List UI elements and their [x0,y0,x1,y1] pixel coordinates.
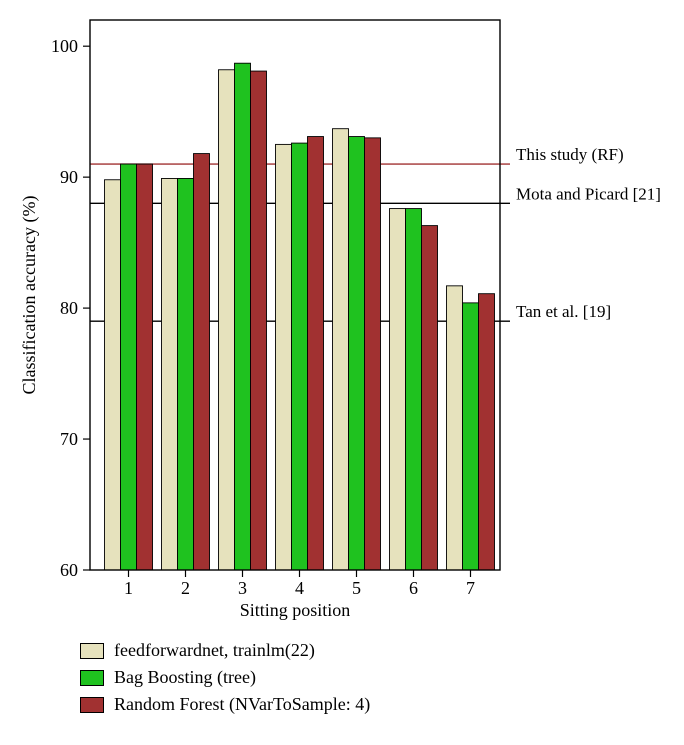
bar [292,143,308,570]
x-tick-label: 1 [124,578,133,598]
legend-swatch [80,643,104,659]
x-tick-label: 3 [238,578,247,598]
reference-line-label: Mota and Picard [21] [516,184,661,203]
x-tick-label: 4 [295,578,304,598]
bar [276,144,292,570]
x-tick-label: 7 [466,578,475,598]
x-tick-label: 6 [409,578,418,598]
reference-line-label: This study (RF) [516,145,624,164]
legend-swatch [80,670,104,686]
y-tick-label: 80 [60,298,78,318]
x-axis-label: Sitting position [240,600,351,620]
legend-item: Bag Boosting (tree) [80,667,370,688]
legend-swatch [80,697,104,713]
bar [194,154,210,570]
bar [251,71,267,570]
reference-line-label: Tan et al. [19] [516,302,611,321]
y-tick-label: 100 [51,36,78,56]
bar [447,286,463,570]
bar [105,180,121,570]
legend-item: Random Forest (NVarToSample: 4) [80,694,370,715]
bar [333,129,349,570]
bar [121,164,137,570]
bar [219,70,235,570]
legend-item: feedforwardnet, trainlm(22) [80,640,370,661]
bar [479,294,495,570]
bar [137,164,153,570]
bar [178,178,194,570]
bar [463,303,479,570]
bar-chart: 60 70 80 90 100 This study (RF) Mota and Picar… [0,0,684,620]
bar [308,137,324,570]
legend-label: Bag Boosting (tree) [114,667,256,688]
bar [162,178,178,570]
bar [422,226,438,570]
y-axis-label: Classification accuracy (%) [19,196,40,395]
y-tick-label: 70 [60,429,78,449]
bar [235,63,251,570]
legend-label: Random Forest (NVarToSample: 4) [114,694,370,715]
y-tick-label: 90 [60,167,78,187]
x-tick-label: 5 [352,578,361,598]
bar [365,138,381,570]
x-tick-label: 2 [181,578,190,598]
bar [390,209,406,570]
bar [406,209,422,570]
legend-label: feedforwardnet, trainlm(22) [114,640,315,661]
chart-container: 60 70 80 90 100 This study (RF) Mota and Picar… [0,0,684,745]
legend: feedforwardnet, trainlm(22) Bag Boosting … [80,640,370,721]
y-tick-label: 60 [60,560,78,580]
bar [349,137,365,570]
